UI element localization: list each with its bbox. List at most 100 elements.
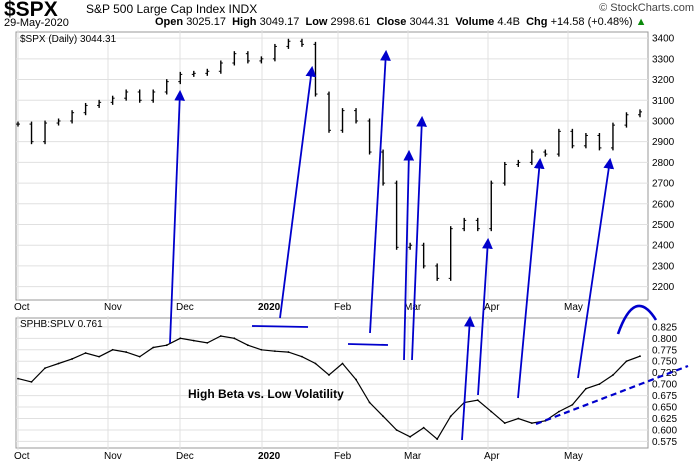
- x-tick-label: Mar: [404, 302, 422, 313]
- ratio-point: [355, 378, 357, 381]
- ratio-point: [436, 438, 439, 441]
- ratio-point: [341, 362, 344, 365]
- rollover-arc: [616, 304, 658, 335]
- x-tick-label: Feb: [334, 302, 352, 313]
- ratio-point: [368, 401, 371, 404]
- y-tick-label: 0.800: [652, 334, 677, 345]
- x-tick-label: Nov: [104, 451, 122, 462]
- price-panel-frame: [15, 31, 649, 301]
- open-label: Open: [155, 16, 184, 28]
- y-tick-label: 2900: [652, 137, 675, 148]
- volume-value: 4.4B: [497, 16, 520, 28]
- ratio-point: [138, 355, 141, 358]
- y-tick-label: 0.650: [652, 403, 677, 414]
- ratio-point: [274, 350, 276, 353]
- x-tick-label: 2020: [258, 451, 281, 462]
- ratio-point: [301, 355, 303, 358]
- divergence-arrow-1: [169, 89, 186, 344]
- ticker-symbol: $SPX: [4, 0, 58, 21]
- divergence-arrow-9: [577, 157, 615, 379]
- up-arrow-icon: ▲: [635, 16, 647, 28]
- ratio-point: [233, 337, 236, 340]
- y-tick-label: 2500: [652, 220, 675, 231]
- x-tick-label: Oct: [14, 451, 30, 462]
- divergence-arrow-8: [517, 157, 545, 399]
- ratio-point: [314, 362, 317, 365]
- ratio-point: [382, 415, 384, 418]
- x-tick-label: Oct: [14, 302, 30, 313]
- y-tick-label: 0.750: [652, 357, 677, 368]
- high-label: High: [232, 16, 257, 28]
- ratio-grid: [16, 316, 648, 450]
- ratio-point: [328, 374, 330, 376]
- y-tick-label: 2700: [652, 179, 675, 190]
- y-tick-label: 3400: [652, 34, 675, 45]
- ratio-annotation: High Beta vs. Low Volatility: [188, 387, 344, 401]
- y-tick-label: 3100: [652, 96, 675, 107]
- y-tick-label: 0.600: [652, 425, 677, 436]
- ratio-point: [598, 383, 601, 386]
- x-tick-label: May: [564, 302, 583, 313]
- ratio-point: [571, 403, 574, 406]
- ohlc-summary: Open 3025.17 High 3049.17 Low 2998.61 Cl…: [155, 16, 646, 28]
- ratio-point: [260, 348, 263, 351]
- ratio-point: [17, 377, 19, 380]
- ratio-point: [557, 410, 560, 413]
- chg-value: +14.58 (+0.48%): [550, 16, 633, 28]
- ratio-point: [57, 362, 60, 365]
- ratio-point: [585, 387, 587, 390]
- close-value: 3044.31: [409, 16, 450, 28]
- trend-line-jan: [251, 325, 309, 328]
- ratio-point: [111, 348, 114, 351]
- y-tick-label: 2300: [652, 261, 675, 272]
- y-tick-label: 3000: [652, 116, 675, 127]
- ratio-point: [503, 422, 506, 424]
- divergence-arrow-5: [411, 115, 428, 361]
- ratio-point: [409, 435, 412, 438]
- low-label: Low: [305, 16, 328, 28]
- y-tick-label: 0.725: [652, 368, 677, 379]
- price-x-axis: Oct Nov Dec 2020 Feb Mar Apr May: [14, 302, 583, 313]
- ratio-point: [98, 355, 101, 358]
- ratio-point: [287, 351, 290, 353]
- ratio-point: [449, 415, 452, 418]
- ratio-point: [476, 399, 479, 402]
- ratio-point: [44, 367, 46, 370]
- open-value: 3025.17: [186, 16, 226, 28]
- price-y-axis: 2200 2300 2400 2500 2600 2700 2800 2900 3000 3100…: [652, 34, 675, 294]
- ratio-point: [612, 374, 614, 376]
- divergence-arrow-4: [403, 149, 415, 361]
- price-panel-label: $SPX (Daily) 3044.31: [20, 34, 117, 45]
- x-tick-label: Dec: [176, 451, 194, 462]
- ratio-point: [395, 429, 398, 431]
- ratio-point: [422, 426, 425, 429]
- divergence-arrow-2: [279, 65, 317, 319]
- y-tick-label: 0.625: [652, 414, 677, 425]
- low-value: 2998.61: [330, 16, 371, 28]
- ratio-point: [246, 344, 249, 347]
- chg-label: Chg: [526, 16, 548, 28]
- ratio-point: [639, 355, 641, 358]
- ratio-point: [84, 352, 87, 354]
- x-tick-label: Apr: [484, 302, 500, 313]
- quote-date: 29-May-2020: [4, 17, 69, 29]
- index-name: S&P 500 Large Cap Index INDX: [86, 2, 258, 16]
- x-tick-label: Feb: [334, 451, 352, 462]
- y-tick-label: 3200: [652, 75, 675, 86]
- ratio-point: [30, 380, 33, 383]
- y-tick-label: 0.575: [652, 437, 677, 448]
- close-label: Close: [376, 16, 407, 28]
- y-tick-label: 2800: [652, 158, 675, 169]
- x-tick-label: Nov: [104, 302, 122, 313]
- ratio-point: [165, 344, 168, 347]
- ratio-point: [125, 351, 128, 353]
- price-grid: [16, 30, 648, 301]
- y-tick-label: 2200: [652, 282, 675, 293]
- ratio-point: [517, 417, 520, 420]
- x-tick-label: Apr: [484, 451, 500, 462]
- chart-header: $SPX S&P 500 Large Cap Index INDX 29-May…: [0, 0, 700, 32]
- y-tick-label: 2400: [652, 241, 675, 252]
- x-tick-label: Mar: [404, 451, 422, 462]
- ratio-point: [530, 422, 533, 424]
